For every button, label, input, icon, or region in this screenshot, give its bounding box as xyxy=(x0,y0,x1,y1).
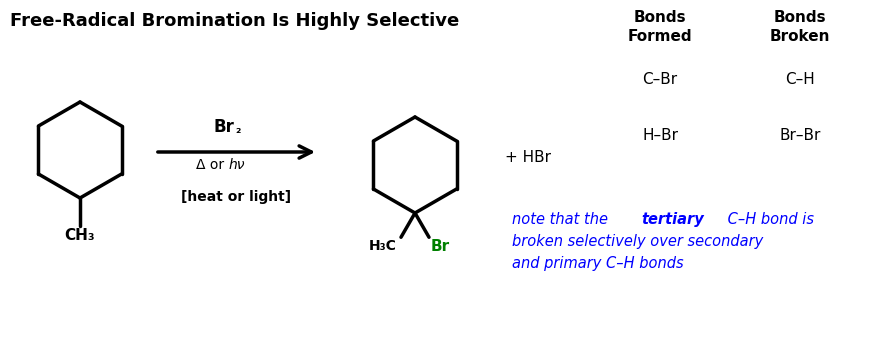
Text: Bonds
Broken: Bonds Broken xyxy=(770,10,831,44)
Text: ₂: ₂ xyxy=(235,123,240,136)
Text: tertiary: tertiary xyxy=(642,212,704,227)
Text: C–Br: C–Br xyxy=(643,72,678,87)
Text: and primary C–H bonds: and primary C–H bonds xyxy=(512,256,684,271)
Text: Bonds
Formed: Bonds Formed xyxy=(628,10,692,44)
Text: hν: hν xyxy=(229,158,245,172)
Text: + HBr: + HBr xyxy=(505,149,551,165)
Text: [heat or light]: [heat or light] xyxy=(181,190,291,204)
Text: CH₃: CH₃ xyxy=(64,228,96,243)
Text: H–Br: H–Br xyxy=(642,127,678,143)
Text: C–H: C–H xyxy=(785,72,814,87)
Text: Br: Br xyxy=(214,118,234,136)
Text: Δ or: Δ or xyxy=(196,158,229,172)
Text: C–H bond is: C–H bond is xyxy=(723,212,814,227)
Text: broken selectively over secondary: broken selectively over secondary xyxy=(512,234,763,249)
Text: note that the: note that the xyxy=(512,212,612,227)
Text: Br: Br xyxy=(431,239,450,254)
Text: H₃C: H₃C xyxy=(369,239,397,253)
Text: Br–Br: Br–Br xyxy=(780,127,821,143)
Text: Free-Radical Bromination Is Highly Selective: Free-Radical Bromination Is Highly Selec… xyxy=(10,12,460,30)
